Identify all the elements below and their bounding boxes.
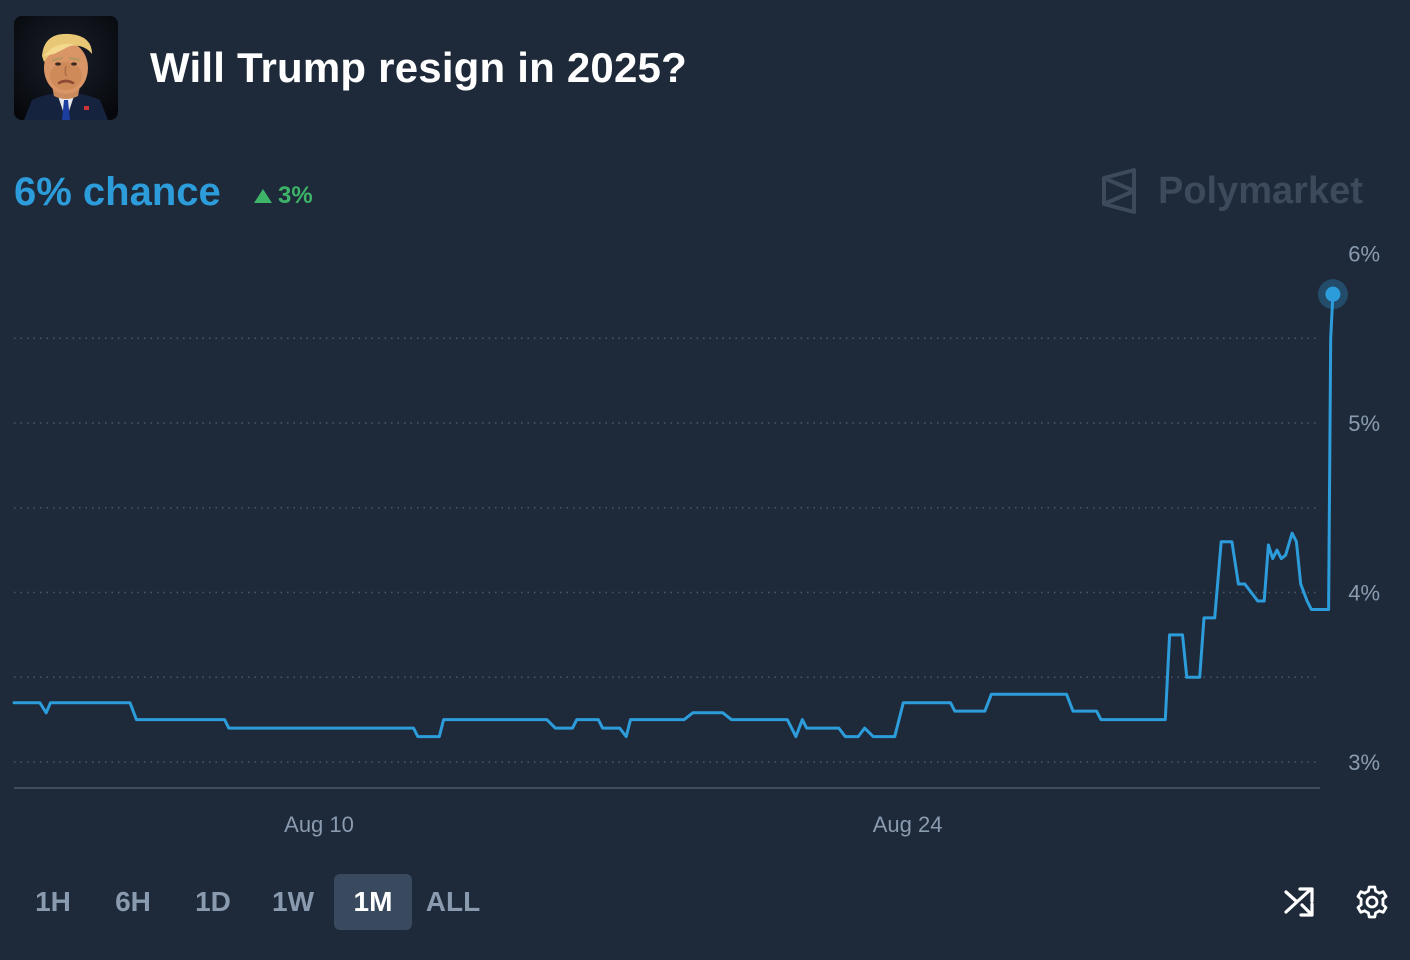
tab-1h[interactable]: 1H <box>35 886 71 917</box>
change-value: 3% <box>278 182 313 209</box>
time-range-tabs: 1H 6H 1D 1W 1M ALL <box>14 874 494 930</box>
price-history-chart: 3% 4% 5% 6% Aug 10 Aug 24 <box>12 242 1380 837</box>
tab-1w[interactable]: 1W <box>272 886 314 917</box>
trump-portrait-icon <box>14 16 118 120</box>
chance-value: 6% chance <box>14 170 221 214</box>
tab-6h[interactable]: 6H <box>115 886 151 917</box>
latest-point-marker[interactable] <box>1325 286 1341 302</box>
y-tick-label: 3% <box>1348 750 1380 775</box>
change-badge: 3% <box>254 182 313 210</box>
y-tick-label: 6% <box>1348 242 1380 267</box>
market-title: Will Trump resign in 2025? <box>150 44 687 91</box>
brand-watermark: Polymarket <box>1100 168 1363 214</box>
market-avatar <box>14 16 118 120</box>
y-tick-label: 4% <box>1348 581 1380 606</box>
arrow-up-icon <box>254 189 272 203</box>
shuffle-icon <box>1284 887 1314 917</box>
x-tick-label: Aug 24 <box>873 812 943 837</box>
tab-1m[interactable]: 1M <box>334 874 412 930</box>
brand-name: Polymarket <box>1158 169 1363 212</box>
shuffle-button[interactable] <box>1282 884 1318 920</box>
y-tick-label: 5% <box>1348 411 1380 436</box>
settings-button[interactable] <box>1354 884 1390 920</box>
tab-1d[interactable]: 1D <box>195 886 231 917</box>
series-line-yes <box>12 292 1335 739</box>
tab-all[interactable]: ALL <box>425 886 481 917</box>
polymarket-logo-icon <box>1102 168 1136 214</box>
gear-icon <box>1356 885 1388 919</box>
x-tick-label: Aug 10 <box>284 812 354 837</box>
